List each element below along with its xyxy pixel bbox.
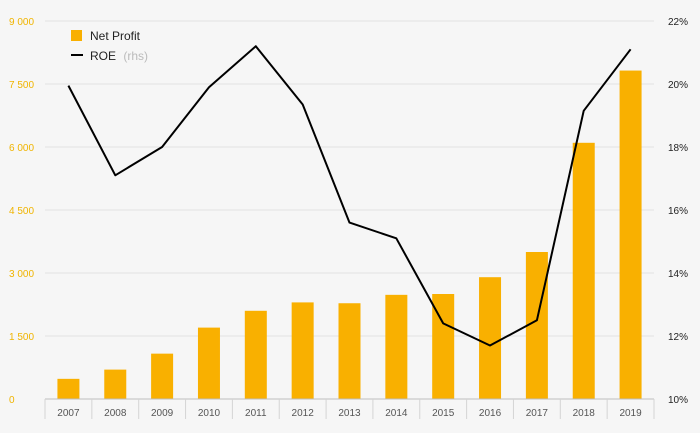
x-tick-label: 2011	[245, 408, 267, 419]
bar-net-profit-2018	[572, 142, 595, 400]
y-right-tick-label: 10%	[668, 395, 688, 406]
x-tick-label: 2012	[292, 408, 315, 419]
y-left-tick-label: 6 000	[9, 143, 34, 154]
bar-net-profit-2007	[57, 378, 80, 399]
bar-net-profit-2017	[525, 252, 548, 399]
x-tick-label: 2013	[338, 408, 361, 419]
y-left-tick-label: 7 500	[9, 80, 34, 91]
x-tick-label: 2008	[104, 408, 127, 419]
bar-series-net-profit	[57, 70, 642, 400]
bar-net-profit-2010	[197, 327, 220, 399]
line-series-roe	[67, 45, 632, 347]
x-tick-label: 2014	[385, 408, 408, 419]
y-right-tick-label: 18%	[668, 143, 688, 154]
bar-net-profit-2016	[479, 277, 502, 399]
gridlines	[45, 20, 654, 337]
bar-net-profit-2014	[385, 294, 408, 399]
bar-net-profit-2019	[619, 70, 642, 399]
legend-label-net-profit: Net Profit	[90, 29, 141, 43]
legend-label-roe: ROE (rhs)	[90, 49, 148, 63]
x-tick-label: 2017	[526, 408, 549, 419]
x-tick-label: 2018	[573, 408, 596, 419]
y-right-tick-label: 22%	[668, 17, 688, 28]
bar-net-profit-2015	[432, 294, 455, 399]
y-left-tick-label: 9 000	[9, 17, 34, 28]
legend: Net Profit ROE (rhs)	[71, 29, 148, 63]
y-right-tick-label: 20%	[668, 80, 688, 91]
bar-net-profit-2009	[151, 353, 174, 399]
legend-swatch-net-profit	[71, 30, 82, 41]
y-left-tick-label: 3 000	[9, 269, 34, 280]
y-right-tick-label: 16%	[668, 206, 688, 217]
y-right-tick-label: 14%	[668, 269, 688, 280]
x-tick-label: 2016	[479, 408, 502, 419]
x-tick-label: 2010	[198, 408, 221, 419]
y-left-tick-label: 1 500	[9, 332, 34, 343]
y-left-tick-label: 0	[9, 395, 15, 406]
axes: 0 1 500 3 000 4 500 6 000 7 500 9 000 10% 12% 14%…	[9, 17, 688, 419]
x-tick-label: 2019	[619, 408, 642, 419]
y-right-tick-label: 12%	[668, 332, 688, 343]
x-tick-label: 2015	[432, 408, 455, 419]
x-tick-label: 2009	[151, 408, 174, 419]
bar-net-profit-2013	[338, 303, 361, 399]
y-left-tick-label: 4 500	[9, 206, 34, 217]
legend-label-roe-name: ROE	[90, 49, 116, 63]
x-tick-label: 2007	[57, 408, 80, 419]
bar-net-profit-2011	[244, 310, 267, 399]
legend-label-roe-suffix: (rhs)	[123, 49, 148, 63]
bar-net-profit-2008	[104, 369, 127, 399]
bar-net-profit-2012	[291, 302, 314, 399]
